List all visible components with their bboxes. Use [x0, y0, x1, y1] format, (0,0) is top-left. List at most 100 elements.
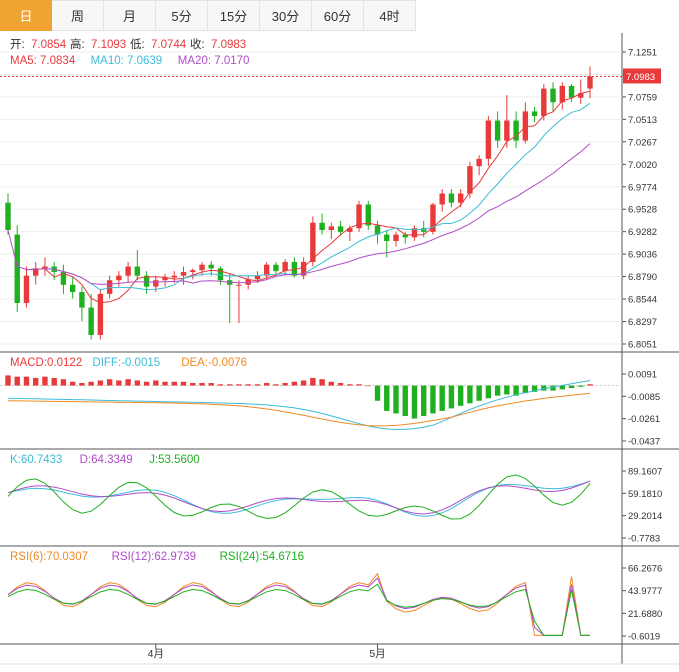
macd-bar [310, 377, 316, 386]
macd-bar [263, 383, 270, 386]
dea-line [7, 392, 591, 427]
tab-4[interactable]: 15分 [208, 0, 260, 31]
candle-body [134, 266, 141, 276]
price-tick-label: 7.0513 [628, 115, 657, 126]
candle-body [384, 234, 390, 241]
macd-bar [494, 385, 501, 396]
price-tick-label: 6.8544 [628, 295, 657, 306]
macd-bar [143, 381, 150, 386]
candle-body [33, 268, 39, 276]
d-line [7, 480, 591, 515]
candle-body [162, 277, 168, 281]
candle-body [125, 266, 131, 276]
macd-bar [374, 385, 381, 401]
macd-bar [125, 379, 131, 386]
tab-2[interactable]: 月 [104, 0, 156, 31]
candle-body [171, 275, 177, 278]
macd-bar [541, 385, 547, 391]
macd-bar [402, 385, 408, 417]
ohlc-label: 收: [190, 37, 205, 51]
price-tick-label: 7.1251 [628, 48, 657, 59]
candle-body [439, 193, 445, 205]
tab-0[interactable]: 日 [0, 0, 52, 31]
macd-bar [42, 376, 48, 386]
candle-body [42, 266, 48, 269]
macd-bar [245, 384, 251, 386]
macd-tick-label: 0.0091 [628, 370, 657, 381]
candle-body [273, 264, 279, 272]
candle-body [236, 284, 242, 286]
candle-body [23, 275, 30, 304]
candle-body [365, 204, 371, 226]
candle-body [60, 272, 67, 285]
candle-body [578, 93, 584, 98]
candle-body [411, 228, 418, 238]
x-tick-label: 5月 [369, 648, 385, 660]
macd-bar [347, 384, 353, 386]
price-tick-label: 6.8790 [628, 272, 657, 283]
ma20-line [7, 143, 591, 285]
candle-body [522, 111, 529, 141]
rsi-tick-label: 21.6880 [628, 609, 662, 620]
macd-bar [227, 384, 233, 386]
ma-label: MA5: 7.0834 [10, 55, 76, 67]
candle-body [143, 275, 150, 287]
rsi-tick-label: -0.6019 [628, 632, 660, 643]
candle-body [190, 270, 196, 273]
candle-body [254, 275, 261, 280]
rsi-label: RSI(6):70.0307 [10, 551, 88, 563]
candle-body [393, 234, 399, 241]
candle-body [180, 272, 187, 276]
rsi24-line [7, 583, 590, 636]
tab-1[interactable]: 周 [52, 0, 104, 31]
tab-3[interactable]: 5分 [156, 0, 208, 31]
candle-body [559, 85, 565, 103]
candle-body [356, 204, 362, 229]
candle-body [310, 222, 316, 262]
macd-bar [208, 383, 214, 386]
macd-tick-label: -0.0261 [628, 414, 660, 425]
macd-bar [51, 377, 57, 386]
macd-bar [384, 385, 390, 411]
ma-label: MA20: 7.0170 [178, 55, 250, 67]
ma10-line [44, 102, 591, 291]
ohlc-value: 7.0854 [31, 39, 67, 51]
kdj-label: J:53.5600 [149, 454, 200, 466]
ma5-line [26, 90, 591, 304]
macd-label: DEA:-0.0076 [181, 357, 247, 369]
tab-6[interactable]: 60分 [312, 0, 364, 31]
candle-body [337, 226, 344, 232]
macd-bar [106, 379, 113, 386]
macd-bar [134, 380, 141, 386]
kdj-tick-label: 59.1810 [628, 489, 662, 500]
macd-bar [439, 385, 445, 411]
macd-bar [578, 385, 584, 387]
tab-5[interactable]: 30分 [260, 0, 312, 31]
rsi-tick-label: 66.2676 [628, 564, 662, 575]
macd-bar [153, 380, 159, 386]
macd-bar [559, 385, 565, 390]
candle-body [199, 264, 205, 271]
price-tick-label: 7.0759 [628, 92, 657, 103]
macd-tick-label: -0.0085 [628, 392, 660, 403]
candle-body [587, 76, 593, 89]
macd-bar [411, 385, 418, 419]
candle-body [374, 225, 381, 235]
macd-bar [5, 375, 11, 386]
macd-bar [504, 385, 510, 395]
macd-tick-label: -0.0437 [628, 437, 660, 448]
macd-bar [79, 383, 85, 386]
tab-7[interactable]: 4时 [364, 0, 416, 31]
candle-body [153, 280, 159, 287]
candle-body [513, 120, 519, 141]
kdj-tick-label: 29.2014 [628, 511, 662, 522]
macd-bar [393, 385, 399, 414]
price-tick-label: 7.0020 [628, 160, 657, 171]
candle-body [116, 275, 122, 281]
candle-body [328, 226, 335, 231]
period-tabs: 日周月 5分 15分 30分 60分 4时 [0, 0, 416, 32]
candle-body [14, 234, 20, 304]
candle-body [300, 261, 307, 276]
